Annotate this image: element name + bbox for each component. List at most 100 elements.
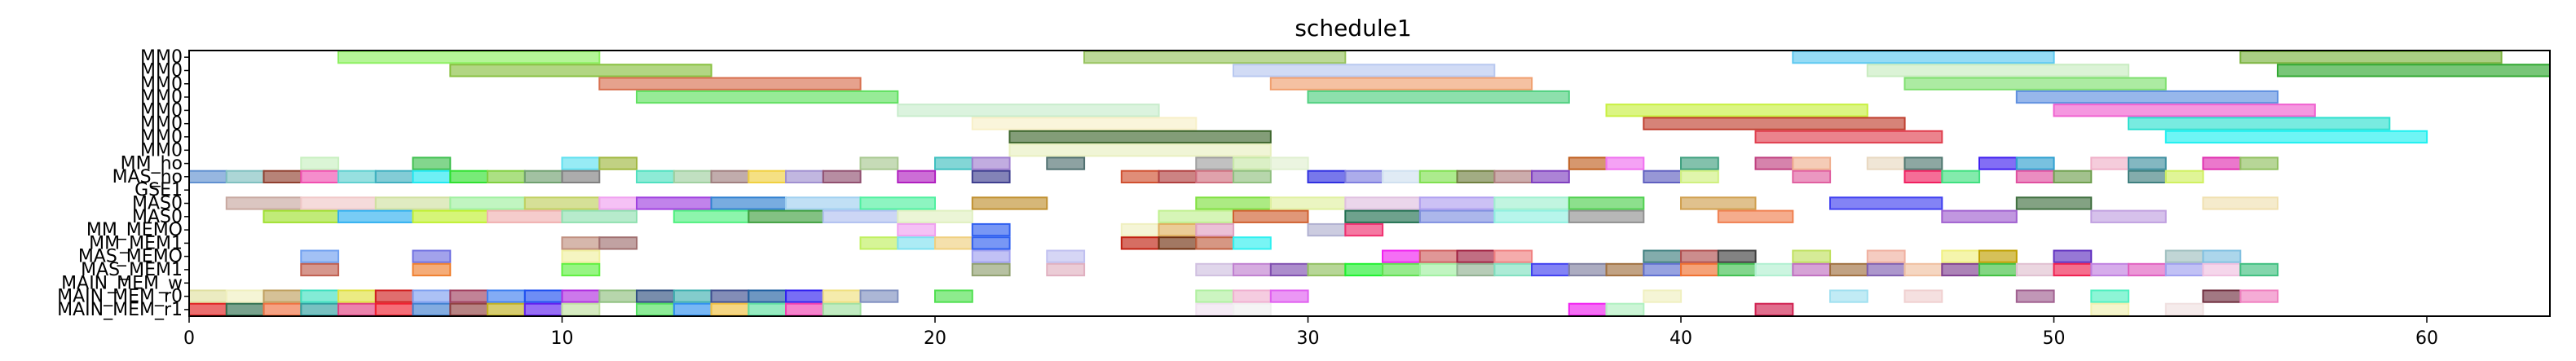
task-bar [1903,169,1943,183]
task-bar [1233,262,1272,277]
task-bar [374,196,452,210]
row-label: MM0 [140,140,183,161]
task-bar [1307,90,1570,104]
row-label: MM0 [140,114,183,134]
task-bar [1978,156,2018,170]
task-bar [1307,169,1347,183]
x-tick-label: 0 [183,328,195,349]
task-bar [2015,289,2055,303]
row-label: MM0 [140,74,183,95]
task-bar [449,169,489,183]
task-bar [487,302,526,317]
task-bar [412,302,452,317]
task-bar [1941,169,1981,183]
task-bar [897,103,1160,117]
task-bar [2090,302,2130,317]
task-bar [1382,262,1421,277]
task-bar [1344,209,1421,223]
task-bar [300,289,340,303]
task-bar [971,156,1011,170]
task-bar [1493,169,1533,183]
task-bar [2015,169,2055,183]
task-bar [1195,156,1235,170]
task-bar [1941,209,2018,223]
task-bar [1568,262,1608,277]
task-bar [822,169,862,183]
task-bar [1233,236,1272,250]
task-bar [785,169,824,183]
task-bar [1903,262,1943,277]
row-label: MM_ho [121,154,183,174]
task-bar [1269,77,1533,90]
task-bar [1233,169,1272,183]
chart-title: schedule1 [1295,15,1411,42]
task-bar [2239,156,2279,170]
task-bar [1680,249,1719,263]
task-bar [2164,302,2204,317]
task-bar [1903,77,2167,90]
plot-frame [188,50,2551,317]
row-label: MAIN_MEM_w [61,273,183,293]
task-bar [412,262,452,277]
row-label: MM_MEM1 [89,233,183,253]
task-bar [412,156,452,170]
task-bar [1643,117,1906,130]
task-bar [859,196,936,210]
task-bar [523,169,563,183]
task-bar [1418,262,1458,277]
task-bar [523,302,563,317]
task-bar [1344,222,1384,237]
task-bar [1754,262,1794,277]
row-label: MM0 [140,47,183,68]
row-label: MAS_ho [112,167,183,187]
task-bar [1792,262,1832,277]
task-bar [374,302,414,317]
task-bar [1866,249,1906,263]
task-bar [1717,209,1794,223]
task-bar [561,156,601,170]
task-bar [188,169,227,183]
task-bar [1008,143,1272,157]
task-bar [1344,196,1421,210]
bars-layer [188,51,2551,317]
task-bar [1456,249,1496,263]
row-label: MM0 [140,127,183,147]
task-bar [2090,209,2167,223]
task-bar [374,289,414,303]
task-bar [1605,156,1645,170]
task-bar [2015,196,2093,210]
task-bar [412,209,488,223]
task-bar [225,289,265,303]
task-bar [2164,249,2204,263]
task-bar [748,169,787,183]
task-bar [300,249,340,263]
task-bar [300,156,340,170]
task-bar [785,302,824,317]
task-bar [1717,262,1757,277]
task-bar [1344,262,1384,277]
task-bar [2015,262,2055,277]
task-bar [822,302,862,317]
task-bar [934,156,973,170]
task-bar [561,302,601,317]
task-bar [337,302,377,317]
task-bar [1046,262,1086,277]
task-bar [1195,236,1235,250]
task-bar [449,302,489,317]
task-bar [1792,51,2055,64]
task-bar [449,196,526,210]
task-bar [262,302,302,317]
task-bar [523,289,563,303]
task-bar [412,289,452,303]
task-bar [598,156,638,170]
task-bar [1605,103,1868,117]
task-bar [1307,222,1347,237]
task-bar [897,236,937,250]
task-bar [1903,289,1943,303]
task-bar [1083,51,1347,64]
task-bar [1195,169,1235,183]
task-bar [1531,169,1570,183]
task-bar [971,236,1011,250]
task-bar [971,249,1011,263]
task-bar [897,169,937,183]
